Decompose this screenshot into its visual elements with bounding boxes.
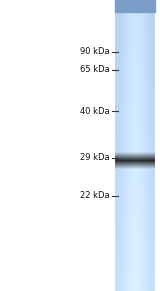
Text: 65 kDa: 65 kDa [80,65,110,74]
Text: 90 kDa: 90 kDa [80,47,110,56]
Text: 22 kDa: 22 kDa [80,191,110,200]
Text: 40 kDa: 40 kDa [80,107,110,116]
Text: 29 kDa: 29 kDa [80,153,110,162]
Bar [115,0,155,12]
